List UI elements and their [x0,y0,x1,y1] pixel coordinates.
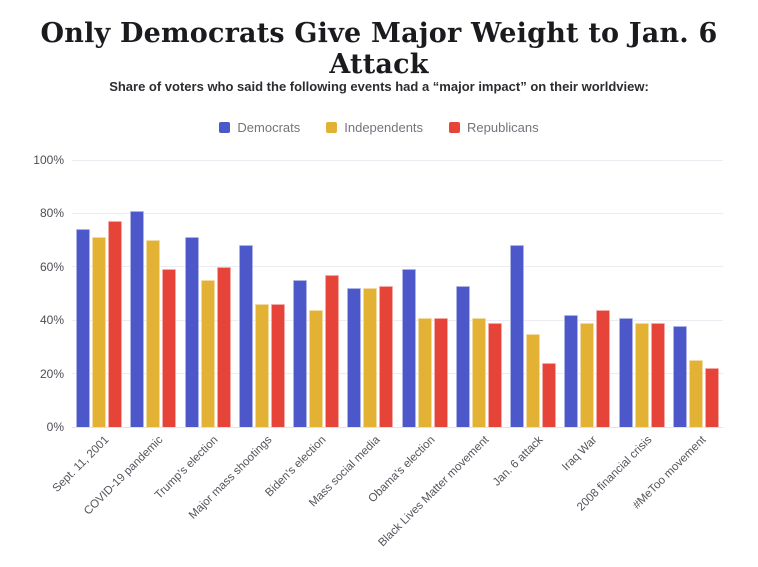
bar-independents-metoo-movement[interactable] [688,360,703,427]
y-axis-tick-label: 40% [39,313,64,328]
bar-independents-2008-financial-crisis[interactable] [634,322,649,427]
legend-swatch-independents [326,122,338,133]
bar-democrats-trump-s-election[interactable] [184,237,199,427]
bar-group-major-mass-shootings [235,160,289,427]
bar-democrats-iraq-war[interactable] [564,314,579,427]
bar-democrats-obama-s-election[interactable] [401,269,416,427]
gridline [72,212,723,214]
bar-democrats-sept-11-2001[interactable] [76,229,91,427]
bar-democrats-biden-s-election[interactable] [293,280,308,427]
gridline [72,266,723,268]
bar-group-iraq-war [560,160,614,427]
bar-group-black-lives-matter-movement [452,160,506,427]
legend-swatch-democrats [219,122,231,133]
bar-group-biden-s-election [289,160,343,427]
y-axis-tick-label: 20% [39,366,64,381]
bar-group-covid-19-pandemic [126,160,180,427]
bar-democrats-metoo-movement[interactable] [672,325,687,427]
legend-item-republicans[interactable]: Republicans [449,120,539,135]
bar-independents-black-lives-matter-movement[interactable] [471,317,486,427]
bar-group-mass-social-media [343,160,397,427]
bar-republicans-mass-social-media[interactable] [379,285,394,427]
bar-republicans-covid-19-pandemic[interactable] [162,269,177,427]
bar-republicans-iraq-war[interactable] [596,309,611,427]
bar-group-obama-s-election [398,160,452,427]
bar-republicans-obama-s-election[interactable] [433,317,448,427]
bar-independents-jan-6-attack[interactable] [526,333,541,427]
bar-group-trump-s-election [181,160,235,427]
bar-democrats-mass-social-media[interactable] [347,288,362,427]
bar-republicans-major-mass-shootings[interactable] [270,304,285,427]
bar-independents-mass-social-media[interactable] [363,288,378,427]
legend-item-independents[interactable]: Independents [326,120,423,135]
bar-independents-biden-s-election[interactable] [309,309,324,427]
bar-independents-iraq-war[interactable] [580,322,595,427]
gridline [72,426,723,428]
bar-republicans-jan-6-attack[interactable] [542,362,557,427]
bar-independents-sept-11-2001[interactable] [92,237,107,427]
legend-label: Democrats [237,120,301,135]
bar-republicans-biden-s-election[interactable] [325,274,340,427]
bar-democrats-2008-financial-crisis[interactable] [618,317,633,427]
bar-independents-major-mass-shootings[interactable] [254,304,269,427]
gridline [72,319,723,321]
bar-democrats-black-lives-matter-movement[interactable] [455,285,470,427]
legend-swatch-republicans [449,122,461,133]
y-axis-tick-label: 60% [39,259,64,274]
gridline [72,159,723,161]
bar-group-jan-6-attack [506,160,560,427]
bar-independents-trump-s-election[interactable] [200,280,215,427]
y-axis-tick-label: 100% [33,153,64,167]
legend-item-democrats[interactable]: Democrats [219,120,300,135]
gridline [72,373,723,375]
chart-legend: Democrats Independents Republicans [0,120,758,135]
y-axis-tick-label: 80% [39,206,64,221]
bar-republicans-black-lives-matter-movement[interactable] [487,322,502,427]
bar-republicans-2008-financial-crisis[interactable] [650,322,665,427]
bar-democrats-jan-6-attack[interactable] [510,245,525,427]
bar-democrats-covid-19-pandemic[interactable] [130,210,145,427]
plot-area [72,159,723,428]
bar-group-metoo-movement [669,160,723,427]
legend-label: Republicans [467,120,539,135]
legend-label: Independents [344,120,424,135]
bar-group-sept-11-2001 [72,160,126,427]
bar-republicans-sept-11-2001[interactable] [108,221,123,427]
bar-republicans-metoo-movement[interactable] [704,368,719,427]
bar-democrats-major-mass-shootings[interactable] [238,245,253,427]
chart-title: Only Democrats Give Major Weight to Jan.… [40,18,718,80]
bar-independents-covid-19-pandemic[interactable] [146,240,161,427]
y-axis-tick-label: 0% [46,420,64,434]
bar-republicans-trump-s-election[interactable] [216,266,231,427]
chart-subtitle: Share of voters who said the following e… [109,79,649,94]
bar-independents-obama-s-election[interactable] [417,317,432,427]
bar-group-2008-financial-crisis [615,160,669,427]
